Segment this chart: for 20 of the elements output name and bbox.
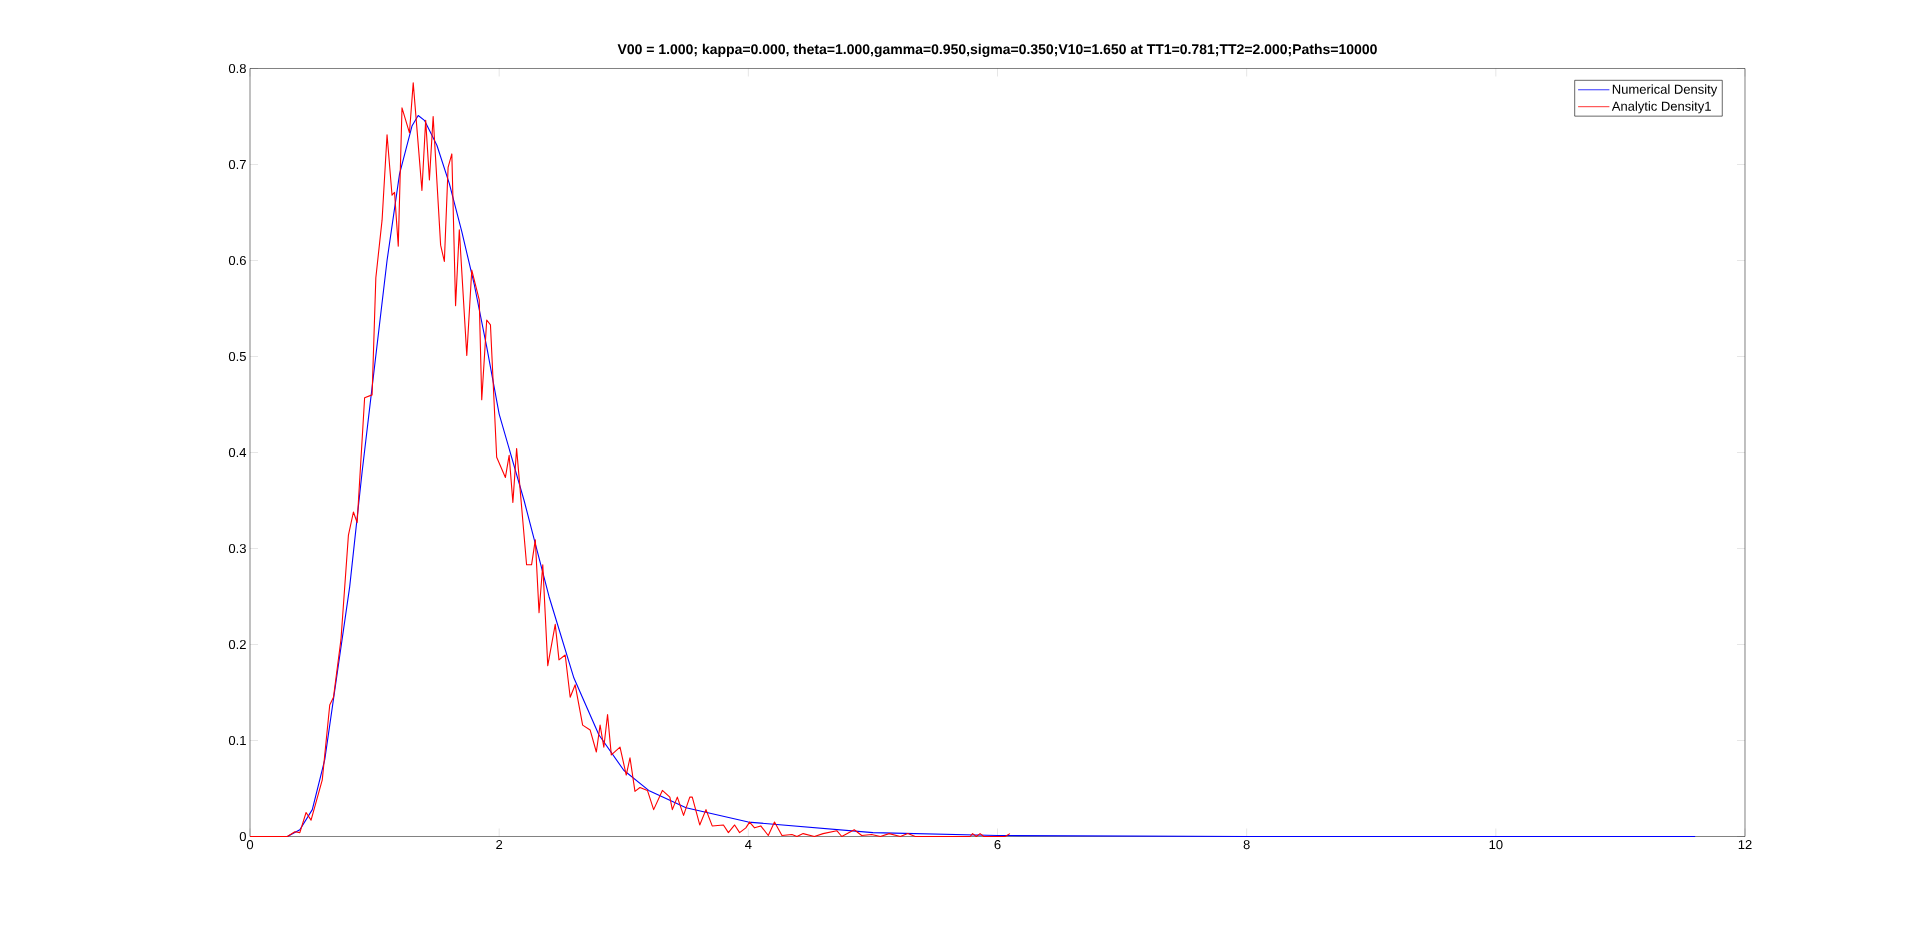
y-tick-label: 0.6: [228, 255, 246, 266]
x-tick-label: 8: [1243, 840, 1250, 850]
x-tick-label: 0: [246, 840, 254, 850]
x-tick-label: 2: [496, 840, 503, 850]
y-tick-label: 0.8: [228, 63, 246, 74]
y-tick-label: 0.7: [228, 159, 246, 170]
y-tick-label: 0.2: [228, 639, 246, 650]
x-tick-label: 12: [1738, 840, 1752, 850]
legend-label: Analytic Density1: [1611, 101, 1711, 114]
y-tick-label: 0.4: [228, 447, 247, 458]
x-tick-label: 6: [994, 840, 1001, 850]
legend-label: Numerical Density: [1612, 84, 1718, 97]
line-series: [249, 82, 1011, 838]
y-tick-label: 0.3: [228, 543, 246, 554]
x-tick-label: 10: [1489, 840, 1503, 850]
y-tick-label: 0: [239, 831, 246, 842]
y-tick-label: 0.1: [228, 735, 246, 746]
chart-title: V00 = 1.000; kappa=0.000, theta=1.000,gamma=0.950,sigma=0.350;V10=1.650 at TT1=0.781;TT2=2.000;Paths=10000: [617, 43, 1377, 57]
y-tick-label: 0.5: [228, 351, 246, 362]
x-tick-label: 4: [745, 840, 752, 849]
